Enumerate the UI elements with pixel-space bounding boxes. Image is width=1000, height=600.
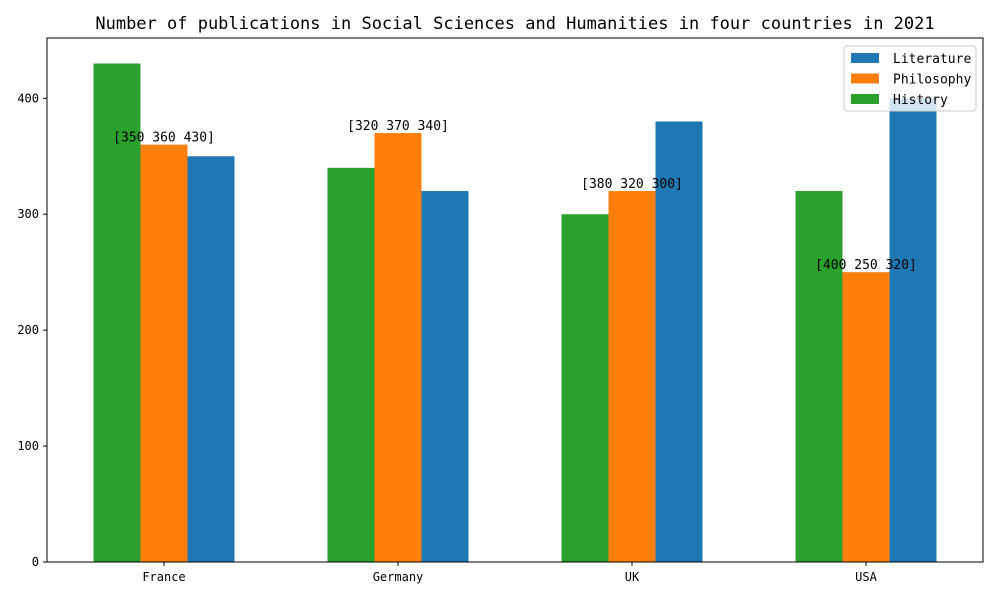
data-label-usa: [400 250 320]	[815, 258, 917, 273]
legend: Literature Philosophy History	[843, 45, 977, 112]
y-tick-label-200: 200	[17, 323, 39, 337]
bar-history-usa	[795, 191, 843, 562]
bar-literature-germany	[421, 191, 469, 562]
x-tick-label-usa: USA	[855, 570, 877, 584]
plot-frame	[46, 37, 984, 563]
bar-philosophy-france	[140, 144, 188, 563]
legend-label-history: History	[893, 93, 948, 108]
x-axis: France Germany UK USA	[142, 562, 878, 584]
data-label-germany: [320 370 340]	[347, 119, 449, 134]
bar-philosophy-germany	[374, 133, 422, 562]
x-tick-label-germany: Germany	[373, 570, 424, 584]
data-label-uk: [380 320 300]	[581, 177, 683, 192]
data-label-france: [350 360 430]	[113, 131, 215, 146]
bar-literature-france	[187, 156, 235, 562]
bar-literature-uk	[655, 121, 703, 562]
legend-label-philosophy: Philosophy	[893, 73, 971, 88]
y-tick-label-100: 100	[17, 439, 39, 453]
x-tick-label-uk: UK	[625, 570, 640, 584]
bar-history-france	[93, 63, 141, 562]
bar-philosophy-usa	[842, 272, 890, 562]
y-tick-label-0: 0	[32, 555, 39, 569]
bar-history-uk	[561, 214, 609, 562]
data-labels-layer: [350 360 430] [320 370 340] [380 320 300] […	[113, 119, 917, 273]
bar-literature-usa	[889, 98, 937, 562]
bar-history-germany	[327, 167, 375, 563]
y-axis: 0 100 200 300 400	[17, 91, 47, 569]
bars-layer	[93, 63, 937, 563]
legend-swatch-literature	[851, 53, 879, 63]
chart-title: Number of publications in Social Science…	[95, 14, 934, 34]
y-tick-label-400: 400	[17, 91, 39, 105]
bar-philosophy-uk	[608, 191, 656, 562]
y-tick-label-300: 300	[17, 207, 39, 221]
legend-swatch-history	[851, 94, 879, 104]
x-tick-label-france: France	[142, 570, 185, 584]
legend-swatch-philosophy	[851, 73, 879, 84]
legend-label-literature: Literature	[893, 52, 971, 67]
